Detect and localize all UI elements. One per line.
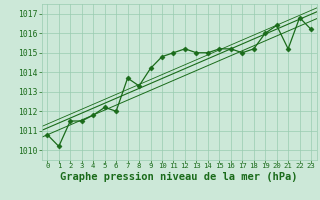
X-axis label: Graphe pression niveau de la mer (hPa): Graphe pression niveau de la mer (hPa) [60, 172, 298, 182]
